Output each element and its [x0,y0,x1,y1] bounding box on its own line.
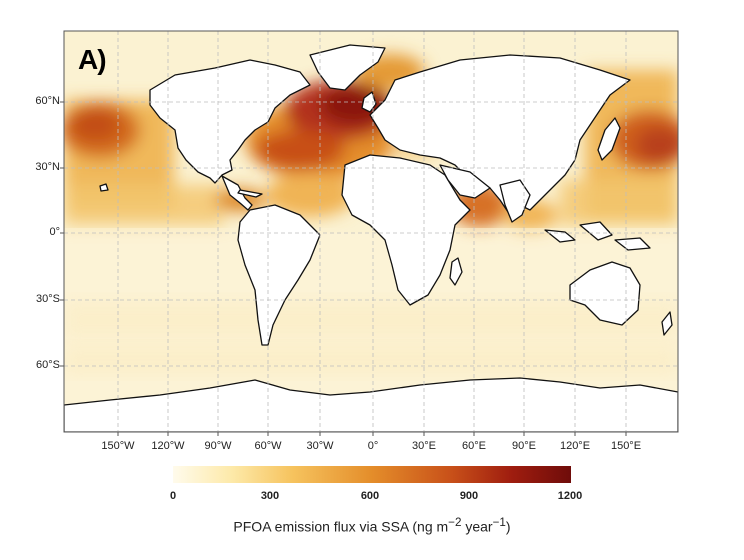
new-zealand [661,311,673,336]
colorbar-title-suffix: ) [505,518,511,535]
japan [597,117,621,161]
south-america [237,204,321,346]
lon-label-30w: 30°W [306,440,334,452]
indonesia-1 [544,229,576,243]
antarctica [64,377,678,432]
colorbar-title-exp1: −2 [448,516,462,529]
lon-label-60w: 60°W [254,440,282,452]
lat-label-60n: 60°N [35,95,60,107]
arabia [439,164,491,199]
colorbar-tick-1200: 1200 [557,490,583,502]
lat-label-0: 0° [49,226,60,238]
north-america [149,59,311,184]
africa [341,154,471,306]
colorbar-title-prefix: PFOA emission flux via SSA (ng m [233,518,449,535]
map-frame [63,30,679,433]
central-america [221,175,253,211]
lon-label-150w: 150°W [101,440,135,452]
colorbar [173,466,571,483]
panel-label: A) [78,44,107,75]
colorbar-tick-900: 900 [459,490,479,502]
indonesia-3 [614,237,651,251]
colorbar-title: PFOA emission flux via SSA (ng m−2 year−… [150,516,594,535]
lat-label-30n: 30°N [35,161,60,173]
southern-band-2 [64,345,678,375]
lat-label-60s: 60°S [36,359,60,371]
lon-label-0: 0° [367,440,379,452]
map-area [64,31,678,432]
australia [569,261,641,326]
lon-label-120e: 120°E [559,440,591,452]
colorbar-tick-0: 0 [169,490,177,502]
lon-label-150e: 150°E [610,440,642,452]
colorbar-tick-300: 300 [260,490,280,502]
colorbar-title-exp2: −1 [492,516,506,529]
colorbar-title-mid: year [461,518,493,535]
lon-label-120w: 120°W [151,440,185,452]
land-masses [64,44,678,432]
southern-band [64,300,678,340]
india [499,179,531,223]
hawaii [99,183,109,192]
graticule [64,31,678,432]
lon-label-90e: 90°E [512,440,536,452]
lon-label-90w: 90°W [204,440,232,452]
cuba [237,189,263,198]
colorbar-tick-600: 600 [360,490,380,502]
lon-label-30e: 30°E [412,440,436,452]
axis-ticks [60,101,627,436]
madagascar [449,257,463,286]
greenland [309,44,386,91]
lat-label-30s: 30°S [36,293,60,305]
eurasia [369,54,631,216]
lon-label-60e: 60°E [462,440,486,452]
indonesia-2 [579,221,613,241]
